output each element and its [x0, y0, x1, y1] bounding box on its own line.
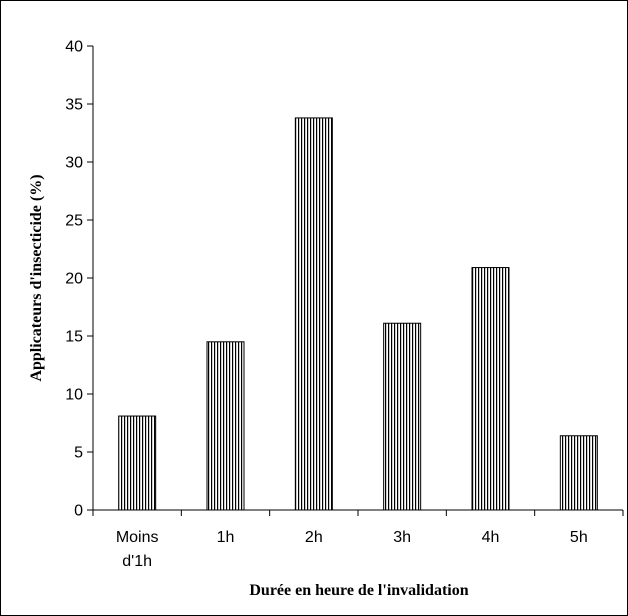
- y-tick-label: 10: [65, 387, 83, 404]
- x-tick-label: 4h: [482, 529, 500, 546]
- bar: [206, 341, 245, 511]
- x-tick-label: 5h: [570, 529, 588, 546]
- y-tick-label: 15: [65, 329, 83, 346]
- bar: [471, 267, 510, 511]
- y-tick-label: 35: [65, 97, 83, 114]
- bar: [383, 322, 422, 511]
- y-tick-label: 25: [65, 213, 83, 230]
- x-tick-label: Moins: [116, 529, 159, 546]
- y-tick-label: 5: [74, 445, 83, 462]
- y-axis-ticks: 0 5 10 15 20 25 30 35 40: [65, 39, 93, 520]
- bar: [559, 435, 598, 511]
- x-axis-title: Durée en heure de l'invalidation: [249, 582, 468, 599]
- x-tick-label: 2h: [305, 529, 323, 546]
- bar: [294, 117, 333, 511]
- y-tick-label: 30: [65, 155, 83, 172]
- y-axis-title: Applicateurs d'insecticide (%): [28, 174, 45, 381]
- y-tick-label: 20: [65, 271, 83, 288]
- bars: [118, 117, 598, 511]
- y-tick-label: 40: [65, 39, 83, 56]
- x-tick-label: 1h: [217, 529, 235, 546]
- x-axis-ticks: Moins d'1h 1h 2h 3h 4h 5h: [92, 510, 624, 570]
- bar: [118, 415, 157, 511]
- y-tick-label: 0: [74, 503, 83, 520]
- x-tick-label: d'1h: [122, 553, 152, 570]
- x-tick-label: 3h: [393, 529, 411, 546]
